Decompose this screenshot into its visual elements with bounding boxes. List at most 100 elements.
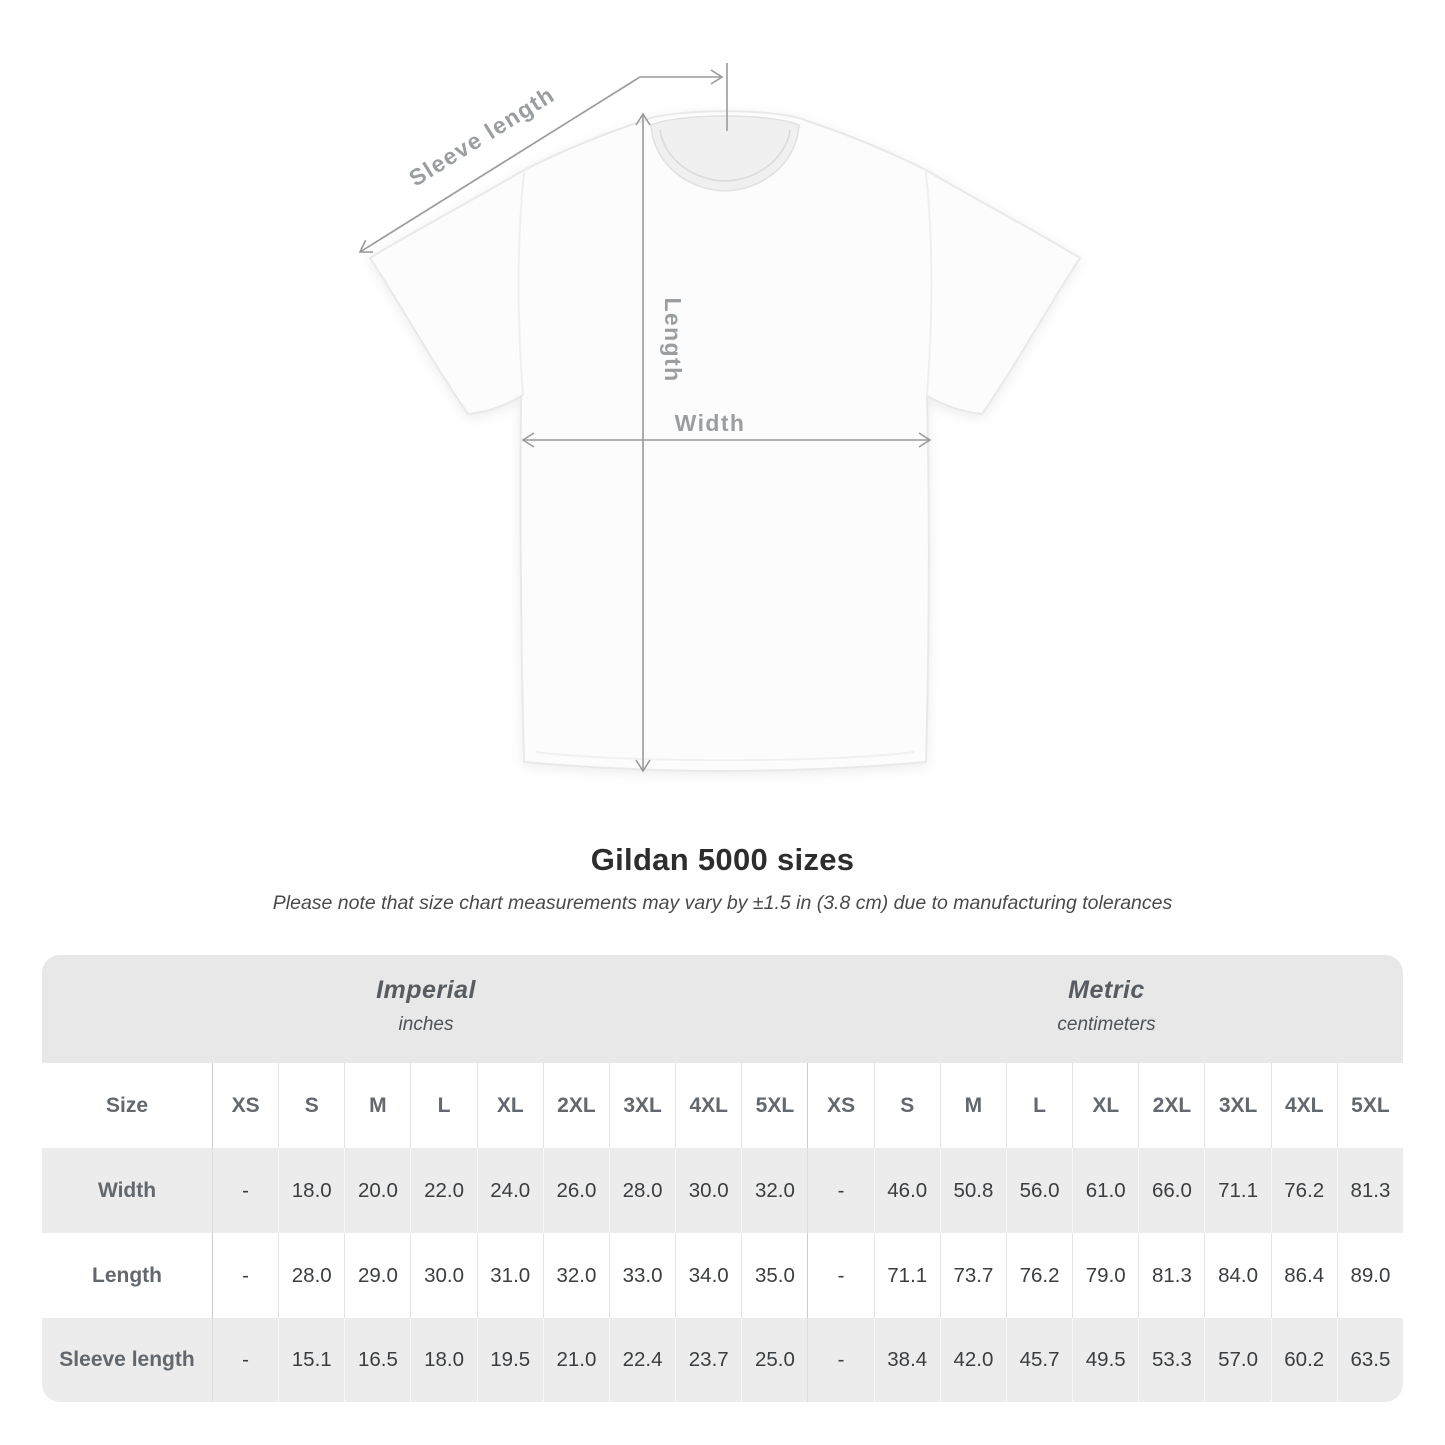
cell-value: 28.0 <box>278 1233 344 1318</box>
cell-value: 46.0 <box>873 1148 940 1233</box>
tolerance-note: Please note that size chart measurements… <box>272 892 1173 914</box>
cell-value: - <box>212 1233 278 1318</box>
size-column-label: Size <box>105 1093 149 1117</box>
title-block: Gildan 5000 sizes Please note that size … <box>0 842 1445 915</box>
cell-value: 60.2 <box>1270 1318 1337 1402</box>
cell-value: 33.0 <box>608 1233 675 1318</box>
cell-value: 15.1 <box>278 1318 344 1402</box>
cell-value: - <box>807 1233 873 1318</box>
size-header-cell: XL <box>1072 1063 1138 1148</box>
cell-value: 22.0 <box>410 1148 476 1233</box>
tshirt-illustration <box>368 110 1082 772</box>
cell-value: 56.0 <box>1005 1148 1072 1233</box>
metric-title: Metric <box>1068 976 1145 1004</box>
tshirt-body <box>368 110 1082 772</box>
row-label: Length <box>92 1263 162 1287</box>
cell-value: 42.0 <box>939 1318 1006 1402</box>
size-header-cell: 5XL <box>741 1063 807 1148</box>
cell-value: 35.0 <box>741 1233 807 1318</box>
row-label: Width <box>97 1178 157 1202</box>
cell-value: 71.1 <box>873 1233 940 1318</box>
cell-value: 73.7 <box>939 1233 1006 1318</box>
cell-value: - <box>212 1318 278 1402</box>
unit-header-band: Imperial inches Metric centimeters <box>42 955 1403 1063</box>
page-title: Gildan 5000 sizes <box>590 842 855 877</box>
size-header-cell: XL <box>476 1063 543 1148</box>
neck-opening <box>650 115 800 192</box>
arrowhead <box>635 759 651 773</box>
size-header-cell: 5XL <box>1336 1063 1403 1148</box>
right-sleeve-seam <box>925 171 933 397</box>
left-sleeve-seam <box>517 171 525 397</box>
size-header-row: Size XS S M L XL 2XL 3XL 4XL 5XL XS S M L XL 2XL 3XL 4XL 5… <box>42 1063 1403 1148</box>
size-header-cell: 4XL <box>1270 1063 1337 1148</box>
cell-value: - <box>807 1148 873 1233</box>
size-table: Imperial inches Metric centimeters Size X… <box>42 955 1403 1402</box>
unit-group-imperial: Imperial inches <box>42 955 810 1063</box>
cell-value: 71.1 <box>1204 1148 1270 1233</box>
cell-value: 76.2 <box>1005 1233 1072 1318</box>
cell-value: 26.0 <box>542 1148 609 1233</box>
size-header-cell: S <box>278 1063 344 1148</box>
cell-value: 84.0 <box>1204 1233 1270 1318</box>
unit-group-metric: Metric centimeters <box>810 955 1403 1063</box>
table-row: Sleeve length -15.1 16.5 18.0 19.5 21.0 22.4 23… <box>42 1318 1403 1402</box>
cell-value: 32.0 <box>741 1148 807 1233</box>
cell-value: 19.5 <box>476 1318 543 1402</box>
cell-value: 23.7 <box>675 1318 741 1402</box>
cell-value: 32.0 <box>542 1233 609 1318</box>
size-header-cell: S <box>873 1063 940 1148</box>
cell-value: 57.0 <box>1204 1318 1270 1402</box>
width-label: Width <box>675 410 746 436</box>
cell-value: 29.0 <box>344 1233 410 1318</box>
cell-value: 53.3 <box>1138 1318 1204 1402</box>
cell-value: 30.0 <box>675 1148 741 1233</box>
cell-value: 45.7 <box>1005 1318 1072 1402</box>
cell-value: 34.0 <box>675 1233 741 1318</box>
cell-value: 66.0 <box>1138 1148 1204 1233</box>
cell-value: 21.0 <box>542 1318 609 1402</box>
arrowhead <box>521 432 535 448</box>
cell-value: - <box>807 1318 873 1402</box>
cell-value: 30.0 <box>410 1233 476 1318</box>
cell-value: 22.4 <box>608 1318 675 1402</box>
measurement-lines <box>358 63 932 773</box>
size-header-cell: M <box>939 1063 1006 1148</box>
size-header-cell: 2XL <box>1138 1063 1204 1148</box>
cell-value: 79.0 <box>1072 1233 1138 1318</box>
imperial-units: inches <box>398 1014 454 1035</box>
size-header-cell: L <box>410 1063 476 1148</box>
row-label: Sleeve length <box>59 1348 195 1371</box>
cell-value: 61.0 <box>1072 1148 1138 1233</box>
sleeve-length-line <box>359 76 722 253</box>
tshirt-diagram-svg: Sleeve length Length Width <box>358 63 1082 773</box>
imperial-title: Imperial <box>376 976 476 1004</box>
arrowhead <box>358 239 374 253</box>
table-row: Width -18.0 20.0 22.0 24.0 26.0 28.0 30.0 32.0-4… <box>42 1148 1403 1233</box>
cell-value: 18.0 <box>410 1318 476 1402</box>
arrowhead <box>918 432 932 448</box>
size-header-cell: M <box>344 1063 410 1148</box>
cell-value: - <box>212 1148 278 1233</box>
size-header-cell: 3XL <box>1204 1063 1270 1148</box>
cell-value: 49.5 <box>1072 1318 1138 1402</box>
cell-value: 81.3 <box>1336 1148 1403 1233</box>
length-label: Length <box>660 297 686 382</box>
cell-value: 31.0 <box>476 1233 543 1318</box>
cell-value: 25.0 <box>741 1318 807 1402</box>
size-header-cell: 4XL <box>675 1063 741 1148</box>
size-header-cell: XS <box>807 1063 873 1148</box>
tshirt-measurement-diagram: Sleeve length Length Width <box>358 63 1082 773</box>
cell-value: 16.5 <box>344 1318 410 1402</box>
cell-value: 18.0 <box>278 1148 344 1233</box>
hem-stitch <box>535 751 915 762</box>
size-grid: Size XS S M L XL 2XL 3XL 4XL 5XL XS S M L XL 2XL 3XL 4XL 5… <box>42 1063 1403 1402</box>
arrowhead <box>635 112 651 126</box>
size-header-cell: XS <box>212 1063 278 1148</box>
cell-value: 89.0 <box>1336 1233 1403 1318</box>
metric-units: centimeters <box>1057 1014 1156 1035</box>
cell-value: 76.2 <box>1270 1148 1337 1233</box>
collar-band <box>659 129 791 182</box>
arrowhead <box>710 69 724 85</box>
size-header-cell: 3XL <box>608 1063 675 1148</box>
